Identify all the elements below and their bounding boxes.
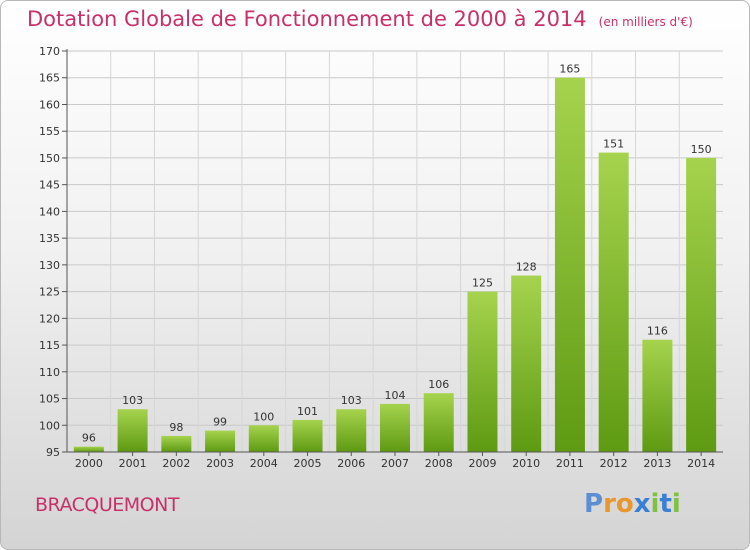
logo-letter: t xyxy=(659,489,672,519)
y-tick-label: 105 xyxy=(39,393,60,406)
data-label: 165 xyxy=(559,63,580,76)
data-label: 98 xyxy=(169,421,183,434)
bar xyxy=(423,393,454,452)
chart-unit: (en milliers d'€) xyxy=(598,15,693,29)
commune-name: BRACQUEMONT xyxy=(35,494,179,516)
bar xyxy=(554,77,585,452)
data-label: 103 xyxy=(341,394,362,407)
chart-title: Dotation Globale de Fonctionnement de 20… xyxy=(27,7,693,31)
data-label: 128 xyxy=(516,261,537,274)
logo-letter: r xyxy=(603,489,616,519)
x-tick-label: 2008 xyxy=(425,457,453,470)
x-tick-label: 2007 xyxy=(381,457,409,470)
data-label: 150 xyxy=(691,143,712,156)
data-label: 151 xyxy=(603,138,624,151)
data-label: 125 xyxy=(472,277,493,290)
y-tick-label: 155 xyxy=(39,125,60,138)
data-label: 103 xyxy=(122,394,143,407)
bar xyxy=(642,339,673,452)
bar xyxy=(161,435,192,452)
labels: 95 100 105 110 115 120 125 130 135 140 145 150 155 16… xyxy=(39,45,715,470)
bar xyxy=(598,152,629,452)
bar xyxy=(336,409,367,452)
bars xyxy=(73,77,717,452)
bar xyxy=(467,291,498,452)
y-tick-label: 95 xyxy=(46,446,60,459)
x-tick-label: 2003 xyxy=(206,457,234,470)
x-tick-label: 2009 xyxy=(468,457,496,470)
y-tick-label: 165 xyxy=(39,72,60,85)
logo-letter: P xyxy=(584,489,604,519)
bar xyxy=(686,157,717,452)
y-tick-label: 145 xyxy=(39,179,60,192)
bar xyxy=(248,425,279,452)
x-tick-label: 2012 xyxy=(600,457,628,470)
axes xyxy=(62,49,723,456)
y-tick-label: 110 xyxy=(39,366,60,379)
bar xyxy=(380,403,410,452)
data-label: 99 xyxy=(213,416,227,429)
y-tick-label: 135 xyxy=(39,232,60,245)
y-tick-label: 170 xyxy=(39,45,60,58)
x-tick-label: 2013 xyxy=(643,457,671,470)
y-tick-label: 150 xyxy=(39,152,60,165)
x-tick-label: 2005 xyxy=(294,457,322,470)
y-tick-label: 130 xyxy=(39,259,60,272)
x-tick-label: 2001 xyxy=(119,457,147,470)
logo-letter: o xyxy=(615,489,634,519)
bar xyxy=(205,430,236,452)
x-tick-label: 2004 xyxy=(250,457,278,470)
x-tick-label: 2010 xyxy=(512,457,540,470)
chart-title-text: Dotation Globale de Fonctionnement de 20… xyxy=(27,7,587,31)
y-tick-label: 160 xyxy=(39,98,60,111)
bar xyxy=(511,275,542,452)
x-tick-label: 2002 xyxy=(162,457,190,470)
x-tick-label: 2014 xyxy=(687,457,715,470)
logo-letter: i xyxy=(671,489,681,519)
bar xyxy=(292,419,323,452)
data-label: 100 xyxy=(253,410,274,423)
data-label: 116 xyxy=(647,325,668,338)
data-label: 96 xyxy=(82,432,96,445)
data-label: 106 xyxy=(428,378,449,391)
y-tick-label: 140 xyxy=(39,205,60,218)
proxiti-logo: Proxiti xyxy=(584,489,681,519)
logo-letter: i xyxy=(650,489,660,519)
y-tick-label: 100 xyxy=(39,419,60,432)
y-tick-label: 120 xyxy=(39,312,60,325)
bar xyxy=(117,409,148,452)
data-label: 101 xyxy=(297,405,318,418)
logo-letter: x xyxy=(633,489,651,519)
x-tick-label: 2000 xyxy=(75,457,103,470)
x-tick-label: 2006 xyxy=(337,457,365,470)
bar xyxy=(73,446,104,452)
data-label: 104 xyxy=(385,389,406,402)
y-tick-label: 125 xyxy=(39,286,60,299)
x-tick-label: 2011 xyxy=(556,457,584,470)
y-tick-label: 115 xyxy=(39,339,60,352)
